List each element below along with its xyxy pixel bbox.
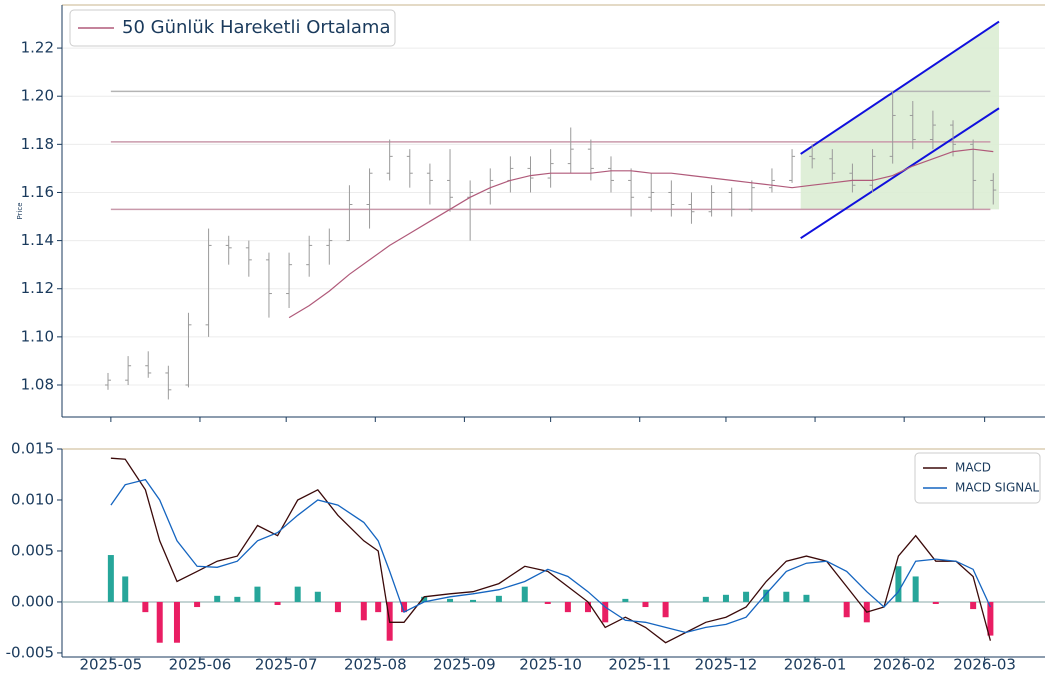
histogram-bar xyxy=(495,595,502,602)
histogram-bar xyxy=(912,576,919,602)
histogram-bar xyxy=(584,601,591,613)
moving-average-line xyxy=(288,148,994,319)
histogram-bar xyxy=(970,601,977,610)
histogram-bar xyxy=(521,586,528,602)
y-tick-label: 1.16 xyxy=(21,183,54,201)
histogram-bar xyxy=(803,594,810,602)
histogram-bar xyxy=(564,601,571,613)
legend-label: MACD SIGNAL xyxy=(955,481,1039,495)
y-tick-label: 1.10 xyxy=(21,327,54,345)
histogram-bar xyxy=(783,591,790,602)
y-tick-label: 1.14 xyxy=(21,231,54,249)
histogram-bar xyxy=(763,589,770,602)
histogram-bar xyxy=(843,601,850,618)
y-axis-label: Price xyxy=(16,202,24,219)
x-tick-label: 2025-05 xyxy=(80,656,143,674)
x-tick-label: 2025-11 xyxy=(608,656,671,674)
histogram-bar xyxy=(122,576,129,602)
histogram-bar xyxy=(743,591,750,602)
x-tick-label: 2025-08 xyxy=(344,656,407,674)
histogram-bar xyxy=(447,598,454,602)
x-tick-label: 2025-06 xyxy=(169,656,232,674)
histogram-bar xyxy=(932,601,939,604)
histogram-bar xyxy=(156,601,163,643)
histogram-bar xyxy=(622,598,629,602)
x-tick-label: 2025-10 xyxy=(519,656,582,674)
histogram-bar xyxy=(375,601,382,613)
y-tick-label: 1.20 xyxy=(21,87,54,105)
macd-line xyxy=(110,478,991,634)
histogram-bar xyxy=(234,596,241,602)
histogram-bar xyxy=(142,601,149,613)
x-tick-label: 2026-02 xyxy=(873,656,936,674)
histogram-bar xyxy=(401,601,408,613)
histogram-bar xyxy=(642,601,649,608)
y-tick-label: -0.005 xyxy=(6,643,54,661)
histogram-bar xyxy=(107,555,114,602)
histogram-bar xyxy=(194,601,201,608)
histogram-bar xyxy=(254,586,261,602)
y-tick-label: 0.005 xyxy=(11,541,54,559)
histogram-bar xyxy=(702,596,709,602)
histogram-bar xyxy=(314,591,321,602)
x-tick-label: 2025-09 xyxy=(433,656,496,674)
x-tick-label: 2025-07 xyxy=(255,656,318,674)
histogram-bar xyxy=(421,596,428,602)
histogram-bar xyxy=(334,601,341,613)
y-tick-label: 0.000 xyxy=(11,592,54,610)
channel-line xyxy=(800,20,1000,155)
histogram-bar xyxy=(274,601,281,605)
histogram-bar xyxy=(895,566,902,602)
histogram-bar xyxy=(214,595,221,602)
histogram-bar xyxy=(173,601,180,643)
histogram-bar xyxy=(662,601,669,618)
histogram-bar xyxy=(360,601,367,621)
legend-box xyxy=(914,452,1041,504)
y-tick-label: 1.08 xyxy=(21,375,54,393)
histogram-bar xyxy=(602,601,609,623)
x-tick-label: 2025-12 xyxy=(695,656,758,674)
histogram-bar xyxy=(470,599,477,602)
x-tick-label: 2026-01 xyxy=(784,656,847,674)
y-tick-label: 1.22 xyxy=(21,39,54,57)
legend-label: 50 Günlük Hareketli Ortalama xyxy=(122,17,390,38)
histogram-bar xyxy=(544,601,551,604)
y-tick-label: 0.010 xyxy=(11,490,54,508)
histogram-bar xyxy=(722,594,729,602)
histogram-bar xyxy=(294,586,301,602)
x-tick-label: 2026-03 xyxy=(953,656,1016,674)
histogram-bar xyxy=(987,601,994,636)
legend-label: MACD xyxy=(955,461,991,475)
legend-box xyxy=(69,9,396,47)
channel-fill xyxy=(800,21,1000,210)
y-tick-label: 0.015 xyxy=(11,440,54,458)
channel-line xyxy=(800,107,1000,240)
y-tick-label: 1.12 xyxy=(21,279,54,297)
y-tick-label: 1.18 xyxy=(21,135,54,153)
macd-line xyxy=(110,457,992,644)
